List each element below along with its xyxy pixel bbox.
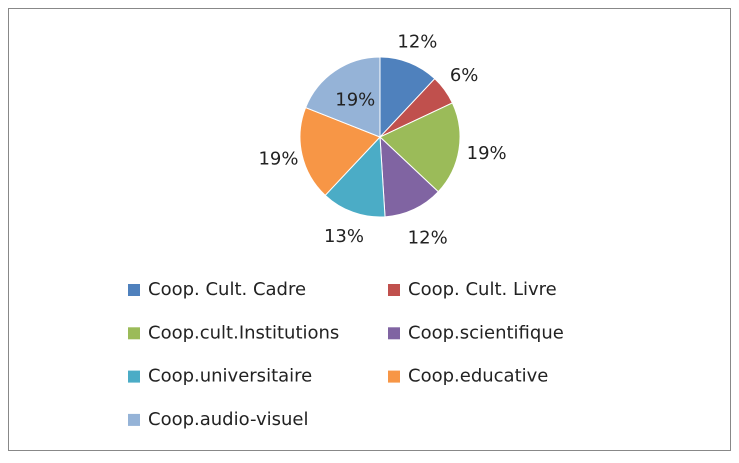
legend-label: Coop.universitaire xyxy=(148,366,312,387)
legend-swatch xyxy=(128,284,140,296)
legend-swatch xyxy=(388,370,400,383)
legend-swatch xyxy=(128,370,140,383)
legend-label: Coop. Cult. Livre xyxy=(408,279,557,300)
data-label: 12% xyxy=(408,227,448,248)
pie-slice xyxy=(379,56,436,139)
legend-swatch xyxy=(388,327,400,340)
pie-slice xyxy=(304,56,381,138)
data-label: 19% xyxy=(467,143,507,164)
legend-label: Coop.educative xyxy=(408,366,548,387)
legend-label: Coop.scientifique xyxy=(408,322,564,343)
legend-label: Coop.audio-visuel xyxy=(148,409,308,430)
legend-swatch xyxy=(128,413,140,426)
legend-swatch xyxy=(128,327,140,340)
pie-slice xyxy=(324,135,386,218)
data-label: 13% xyxy=(324,226,364,247)
legend-label: Coop. Cult. Cadre xyxy=(148,279,306,300)
data-label: 19% xyxy=(335,90,375,111)
legend-swatch xyxy=(388,284,400,296)
data-label: 6% xyxy=(450,65,479,86)
data-label: 12% xyxy=(397,32,437,53)
legend-label: Coop.cult.Institutions xyxy=(148,322,339,343)
pie-slice xyxy=(379,135,440,218)
data-label: 19% xyxy=(258,149,298,170)
pie-slice xyxy=(379,102,461,193)
